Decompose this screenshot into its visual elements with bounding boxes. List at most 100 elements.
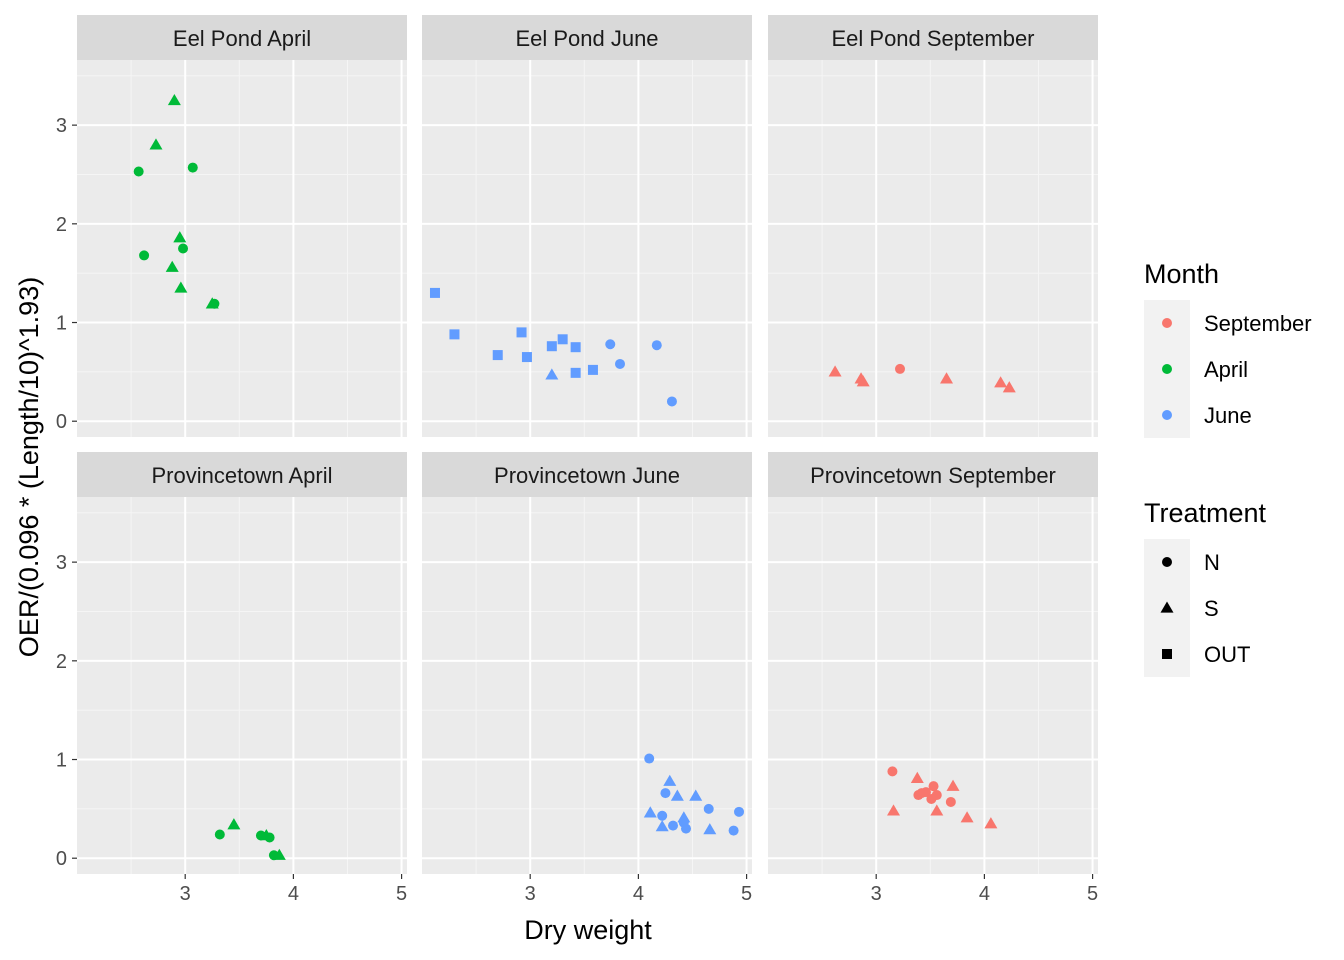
facet-strip: [77, 15, 407, 60]
data-point: [887, 766, 898, 777]
facet-strip-label: Eel Pond April: [173, 26, 311, 51]
data-point: [557, 334, 568, 345]
data-point: [516, 327, 527, 338]
x-tick-label: 3: [525, 883, 536, 905]
data-point: [670, 789, 684, 801]
data-point: [1002, 381, 1016, 393]
data-point: [521, 352, 532, 363]
x-tick-label: 4: [979, 883, 990, 905]
data-point: [149, 138, 163, 150]
x-tick-label: 3: [180, 883, 191, 905]
data-point: [174, 281, 188, 293]
data-point: [945, 796, 956, 807]
data-point: [615, 358, 625, 369]
data-point: [668, 820, 679, 831]
data-point: [165, 260, 179, 272]
x-axis-title: Dry weight: [524, 915, 652, 945]
plot-background: [768, 497, 1098, 874]
data-point: [178, 243, 189, 254]
plot-background: [77, 60, 407, 437]
facet-strip: [422, 452, 752, 497]
data-point: [703, 823, 717, 835]
data-point: [928, 781, 939, 792]
data-point: [167, 93, 181, 106]
data-point: [994, 376, 1008, 388]
legend-label: June: [1204, 403, 1252, 428]
facet-panel-eel-pond-september: Eel Pond September: [768, 15, 1098, 437]
x-tick-label: 5: [396, 883, 407, 905]
data-point: [227, 818, 241, 830]
facet-strip: [77, 452, 407, 497]
data-point: [930, 804, 944, 816]
x-tick-label: 4: [633, 883, 644, 905]
facet-panel-provincetown-april: Provincetown April: [77, 452, 407, 874]
y-tick-label: 2: [56, 214, 67, 236]
data-point: [264, 832, 275, 843]
y-tick-label: 2: [56, 651, 67, 673]
data-point: [926, 793, 937, 804]
plot-background: [77, 497, 407, 874]
y-tick-label: 3: [56, 552, 67, 574]
panels-layer: Eel Pond April Eel Pond June Eel Pond Sept…: [77, 15, 1098, 874]
legend-symbol: [1162, 557, 1172, 567]
data-point: [703, 803, 714, 814]
x-tick-label: 4: [288, 883, 299, 905]
data-point: [187, 162, 198, 173]
data-point: [214, 829, 225, 840]
plot-background: [422, 497, 752, 874]
data-point: [681, 823, 691, 834]
legend-label: OUT: [1204, 642, 1250, 667]
data-point: [916, 788, 927, 799]
facet-panel-eel-pond-april: Eel Pond April: [77, 15, 407, 437]
data-point: [828, 365, 842, 377]
legend-label: April: [1204, 357, 1248, 382]
data-point: [663, 774, 677, 786]
data-point: [666, 396, 677, 407]
legend-title: Month: [1144, 259, 1219, 289]
legend-label: S: [1204, 596, 1219, 621]
data-point: [660, 788, 671, 799]
y-tick-label: 3: [56, 115, 67, 137]
facet-panel-eel-pond-june: Eel Pond June: [422, 15, 752, 437]
facet-panel-provincetown-september: Provincetown September: [768, 452, 1098, 874]
legend-treatment: Treatment NS OUT: [1144, 498, 1267, 677]
data-point: [587, 364, 598, 375]
facet-strip-label: Eel Pond September: [831, 26, 1034, 51]
data-point: [209, 298, 220, 309]
data-point: [689, 789, 703, 801]
data-point: [655, 820, 669, 832]
data-point: [728, 825, 739, 836]
y-tick-label: 0: [56, 411, 67, 433]
facet-strip-label: Eel Pond June: [515, 26, 658, 51]
facet-strip-label: Provincetown June: [494, 463, 680, 488]
plot-background: [422, 60, 752, 437]
legend-symbol: [1162, 364, 1172, 374]
data-point: [449, 329, 460, 340]
data-point: [734, 806, 745, 817]
data-point: [429, 287, 440, 298]
data-point: [570, 367, 581, 378]
data-point: [133, 166, 144, 177]
data-point: [173, 231, 187, 243]
y-tick-label: 1: [56, 313, 67, 335]
data-point: [984, 817, 998, 829]
data-point: [570, 342, 581, 353]
data-point: [946, 779, 960, 791]
legend-label: N: [1204, 550, 1220, 575]
y-tick-label: 0: [56, 848, 67, 870]
data-point: [492, 350, 503, 361]
data-point: [644, 753, 655, 764]
facet-strip: [422, 15, 752, 60]
axes-layer: 0 1 2 3 3 4 5 0 1 2 3 3 4 5 3 4 5: [56, 115, 1098, 905]
x-tick-label: 5: [1087, 883, 1098, 905]
data-point: [643, 806, 657, 818]
plot-background: [768, 60, 1098, 437]
facet-strip-label: Provincetown September: [810, 463, 1056, 488]
data-point: [605, 339, 616, 350]
facet-strip: [768, 452, 1098, 497]
data-point: [272, 848, 286, 860]
legend-month: Month September April June: [1144, 259, 1312, 438]
facet-strip: [768, 15, 1098, 60]
legend-label: September: [1204, 311, 1312, 336]
